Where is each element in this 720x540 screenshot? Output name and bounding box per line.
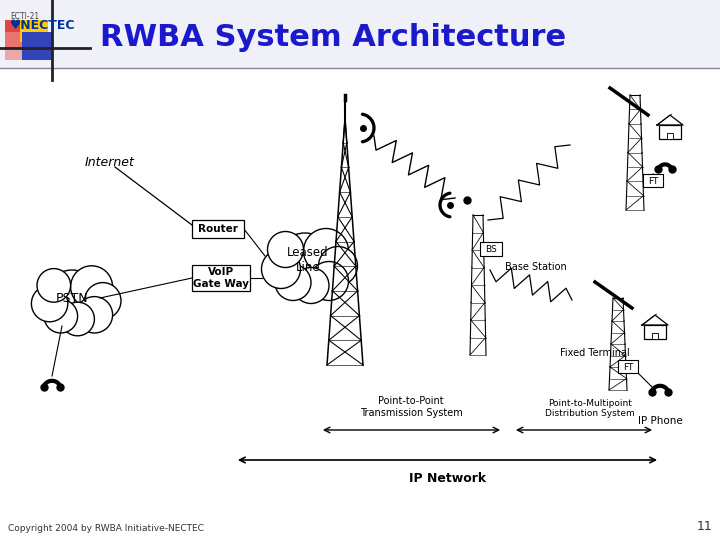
- Text: Point-to-Point
Transmission System: Point-to-Point Transmission System: [359, 396, 462, 418]
- Text: Internet: Internet: [85, 156, 135, 168]
- Bar: [5, 20, 37, 48]
- Text: Leased
Line: Leased Line: [287, 246, 329, 274]
- Text: PSTN: PSTN: [55, 292, 89, 305]
- Text: Router: Router: [198, 224, 238, 234]
- Circle shape: [261, 249, 300, 288]
- Text: ECTI-21: ECTI-21: [10, 12, 39, 21]
- Bar: [20, 20, 48, 42]
- Circle shape: [76, 296, 112, 333]
- Bar: [618, 360, 638, 373]
- Bar: [0, 0, 720, 68]
- Circle shape: [85, 282, 121, 319]
- Text: Base Station: Base Station: [505, 262, 567, 272]
- Text: VoIP
Gate Way: VoIP Gate Way: [193, 267, 249, 289]
- Circle shape: [44, 270, 100, 326]
- Bar: [22, 32, 52, 60]
- Circle shape: [60, 302, 94, 336]
- Bar: [5, 32, 27, 60]
- Bar: [667, 133, 672, 139]
- Circle shape: [268, 232, 304, 267]
- Text: FT: FT: [623, 362, 633, 372]
- Bar: [643, 174, 663, 187]
- Bar: [192, 220, 244, 238]
- Circle shape: [293, 267, 329, 303]
- Text: Point-to-Multipoint
Distribution System: Point-to-Multipoint Distribution System: [545, 399, 635, 418]
- Bar: [480, 242, 502, 256]
- Text: Copyright 2004 by RWBA Initiative-NECTEC: Copyright 2004 by RWBA Initiative-NECTEC: [8, 524, 204, 533]
- Circle shape: [275, 233, 335, 293]
- Text: IP Network: IP Network: [410, 472, 487, 485]
- Text: IP Phone: IP Phone: [638, 416, 683, 426]
- Circle shape: [275, 265, 311, 300]
- Bar: [644, 325, 666, 339]
- Text: Fixed Terminal: Fixed Terminal: [560, 348, 630, 358]
- Circle shape: [318, 246, 358, 286]
- Circle shape: [304, 228, 348, 273]
- Text: ♥NECTEC: ♥NECTEC: [10, 19, 76, 32]
- Text: FT: FT: [648, 177, 658, 186]
- Bar: [659, 125, 681, 139]
- Bar: [652, 333, 658, 339]
- Circle shape: [37, 268, 71, 302]
- Circle shape: [310, 261, 348, 300]
- Circle shape: [71, 266, 112, 308]
- Bar: [192, 265, 250, 291]
- Circle shape: [44, 299, 78, 333]
- Text: RWBA System Architecture: RWBA System Architecture: [100, 24, 566, 52]
- Text: BS: BS: [485, 245, 497, 253]
- Text: 11: 11: [696, 520, 712, 533]
- Circle shape: [32, 286, 68, 322]
